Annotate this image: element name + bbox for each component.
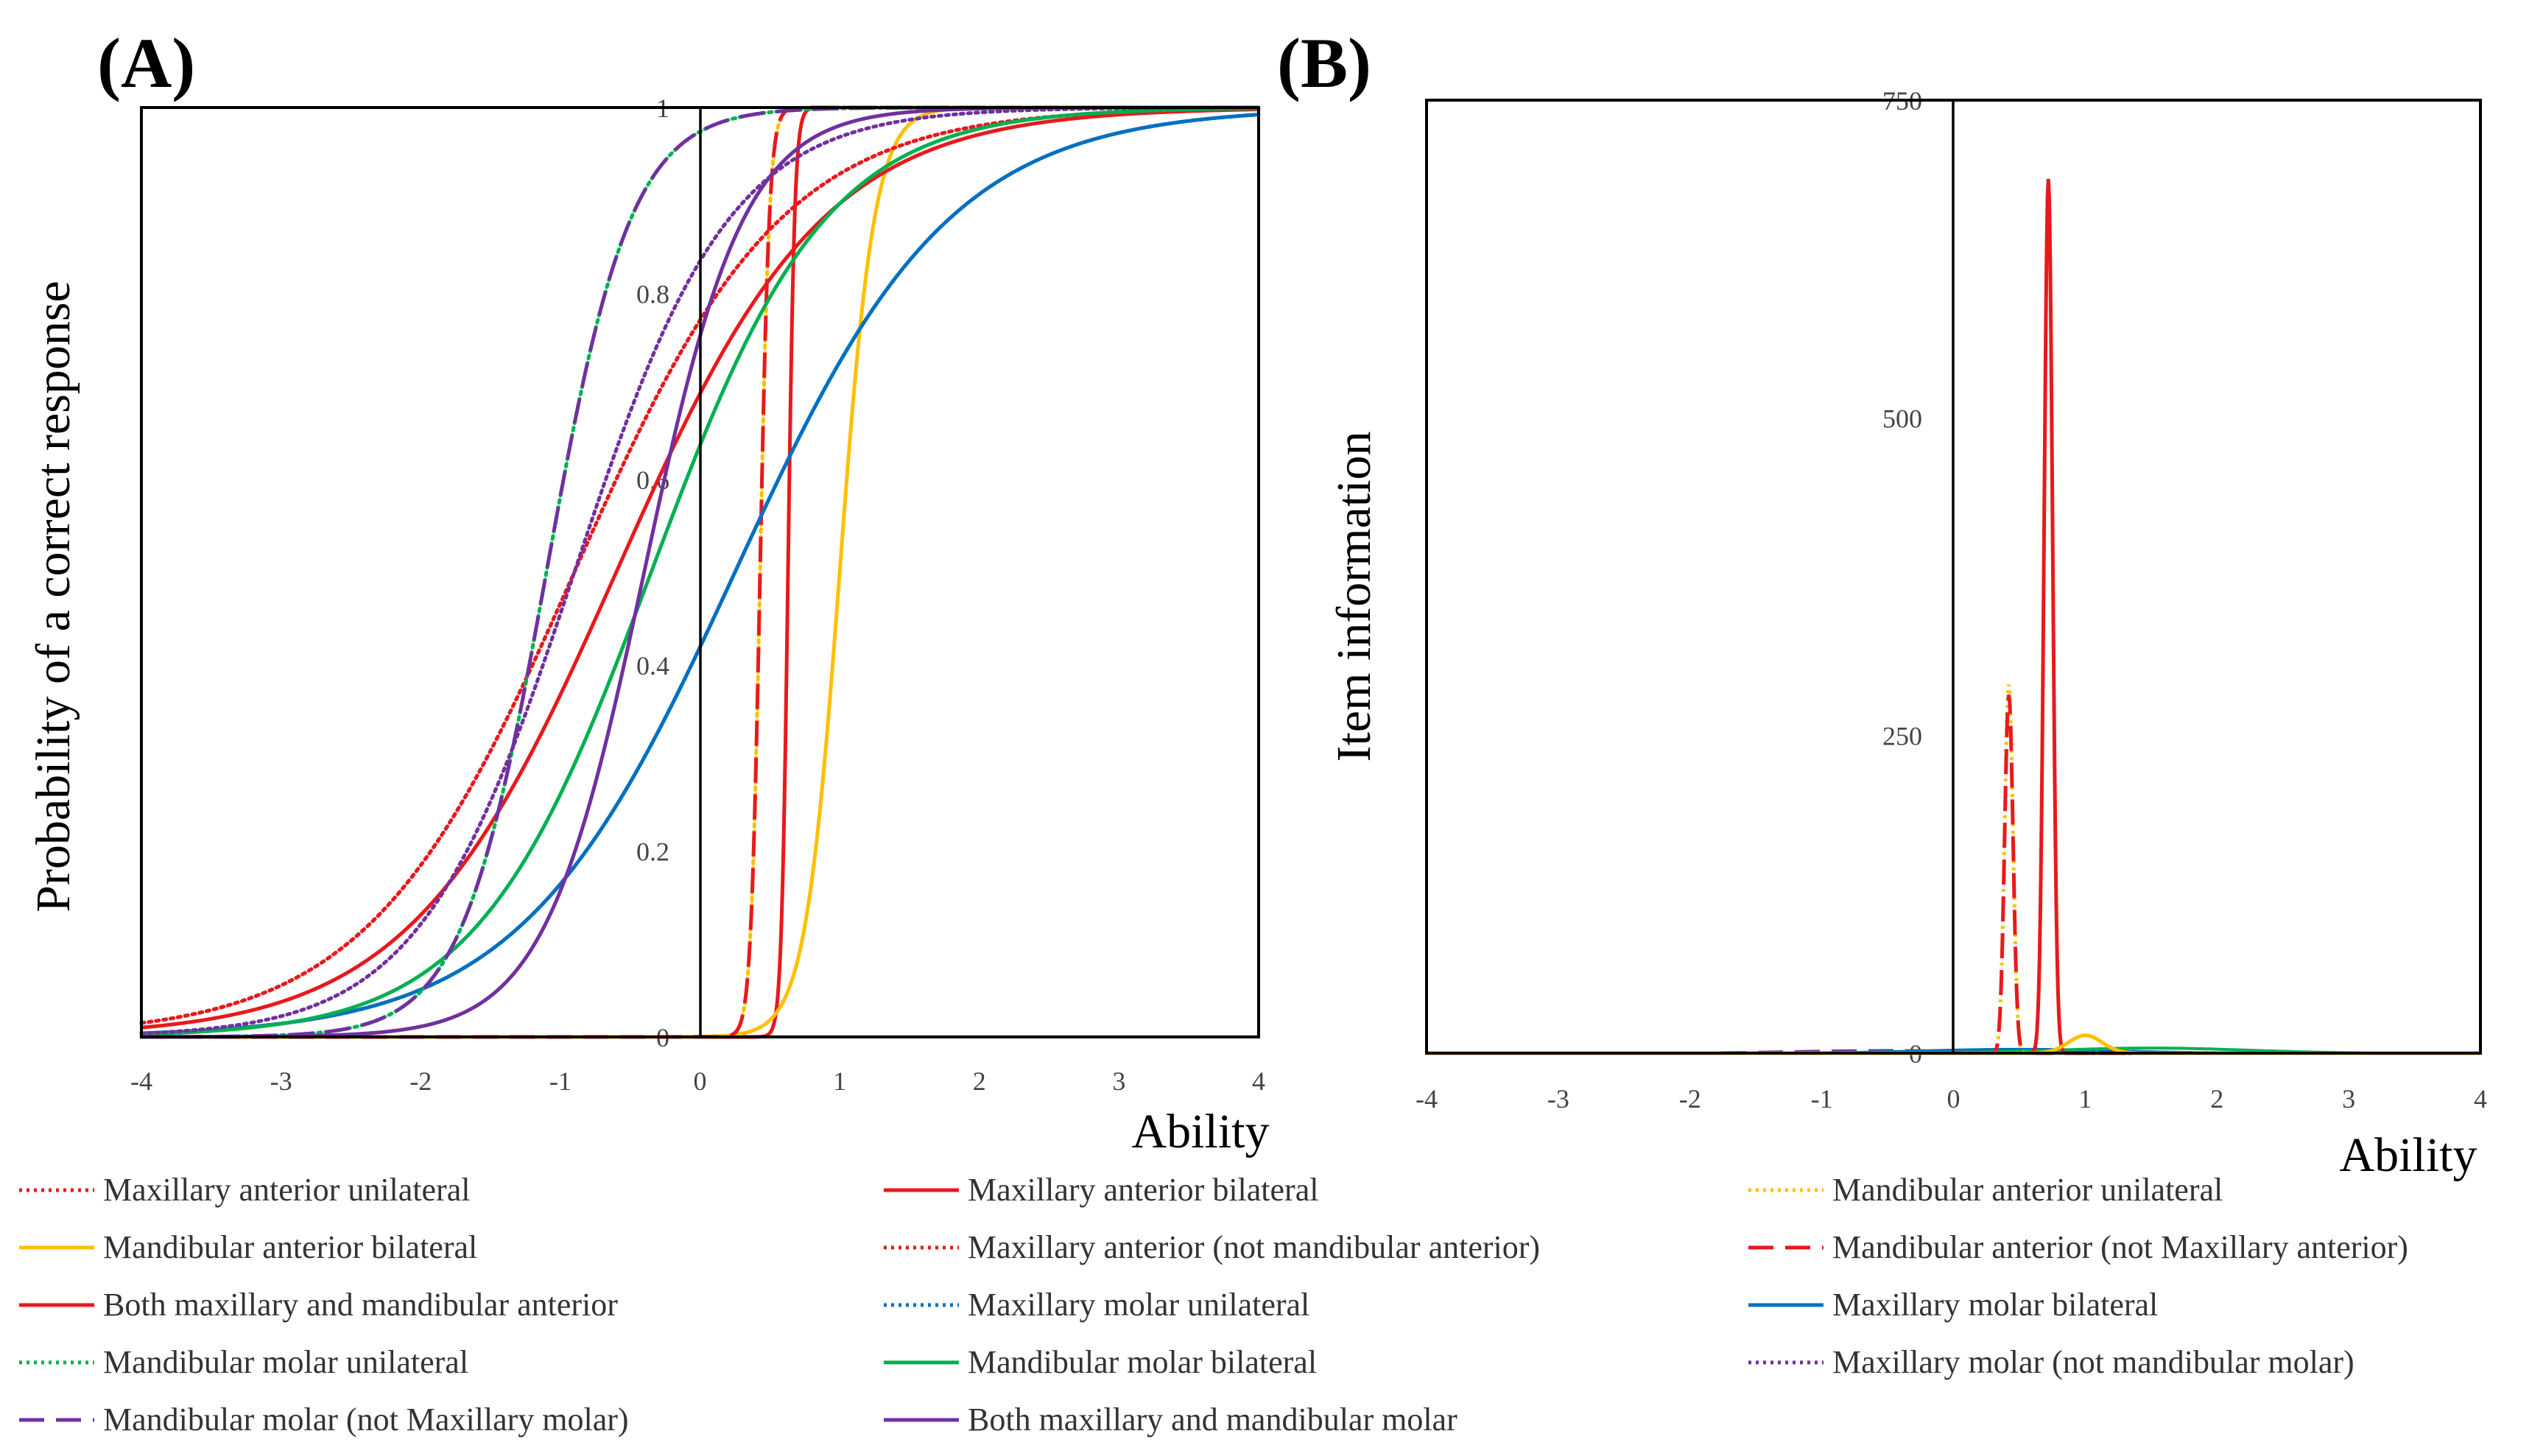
legend: Maxillary anterior unilateral Maxillary a… <box>19 1172 2408 1438</box>
legend-label: Maxillary molar (not mandibular molar) <box>1832 1344 2355 1380</box>
legend-item-mandibular-anterior-bilateral: Mandibular anterior bilateral <box>19 1229 477 1265</box>
panel-label-a: (A) <box>97 24 195 102</box>
x-tick-labels-a: -4 -3 -2 -1 0 1 2 3 4 <box>130 1066 1265 1096</box>
y-tick-label: 500 <box>1882 404 1922 433</box>
legend-label: Maxillary anterior unilateral <box>103 1172 470 1208</box>
x-tick-labels-b: -4 -3 -2 -1 0 1 2 3 4 <box>1416 1084 2487 1114</box>
legend-label: Both maxillary and mandibular anterior <box>103 1287 618 1323</box>
legend-label: Mandibular anterior unilateral <box>1832 1172 2223 1208</box>
x-tick-label: -4 <box>1416 1084 1438 1114</box>
legend-label: Maxillary molar bilateral <box>1832 1287 2158 1323</box>
x-tick-label: -3 <box>1547 1084 1569 1114</box>
y-tick-label: 0.8 <box>636 279 669 309</box>
x-tick-label: -2 <box>409 1066 432 1096</box>
legend-item-both-maxillary-and-mandibular-anterior: Both maxillary and mandibular anterior <box>19 1287 618 1323</box>
x-axis-title-a: Ability <box>1131 1105 1269 1158</box>
legend-item-mandibular-anterior-not-maxillary-anterior: Mandibular anterior (not Maxillary anter… <box>1748 1229 2408 1265</box>
legend-label: Mandibular anterior bilateral <box>103 1229 477 1265</box>
x-tick-label: -1 <box>1811 1084 1833 1114</box>
x-tick-label: 2 <box>973 1066 986 1096</box>
legend-label: Maxillary anterior (not mandibular anter… <box>968 1229 1540 1265</box>
panel-b: (B) Item information Ability -4 -3 -2 -1 0 1 2… <box>1277 24 2487 1182</box>
x-tick-label: 3 <box>1112 1066 1125 1096</box>
x-tick-label: -2 <box>1679 1084 1701 1114</box>
x-tick-label: 0 <box>1947 1084 1960 1114</box>
legend-item-mandibular-molar-bilateral: Mandibular molar bilateral <box>884 1344 1317 1380</box>
panel-label-b: (B) <box>1277 24 1371 102</box>
legend-item-both-maxillary-and-mandibular-molar: Both maxillary and mandibular molar <box>884 1402 1457 1438</box>
legend-label: Mandibular molar unilateral <box>103 1344 468 1380</box>
x-tick-label: 4 <box>2474 1084 2487 1114</box>
legend-item-maxillary-anterior-not-mandibular-anterior: Maxillary anterior (not mandibular anter… <box>884 1229 1540 1265</box>
y-axis-title-a: Probability of a correct response <box>27 281 80 912</box>
panel-a: (A) Probability of a correct response Ab… <box>27 24 1270 1158</box>
legend-item-maxillary-anterior-bilateral: Maxillary anterior bilateral <box>884 1172 1318 1208</box>
y-tick-label: 250 <box>1882 722 1922 751</box>
x-tick-label: -3 <box>270 1066 292 1096</box>
y-tick-label: 0.2 <box>636 837 669 867</box>
legend-label: Both maxillary and mandibular molar <box>968 1402 1457 1438</box>
legend-item-maxillary-molar-bilateral: Maxillary molar bilateral <box>1748 1287 2158 1323</box>
x-tick-label: 4 <box>1252 1066 1265 1096</box>
legend-label: Mandibular molar bilateral <box>968 1344 1317 1380</box>
legend-label: Mandibular molar (not Maxillary molar) <box>103 1402 629 1438</box>
y-tick-labels-a: 00.20.40.60.81 <box>636 94 669 1052</box>
y-tick-label: 0.4 <box>636 651 669 680</box>
legend-item-mandibular-molar-not-maxillary-molar: Mandibular molar (not Maxillary molar) <box>19 1402 629 1438</box>
legend-item-maxillary-anterior-unilateral: Maxillary anterior unilateral <box>19 1172 470 1208</box>
legend-label: Mandibular anterior (not Maxillary anter… <box>1832 1229 2408 1265</box>
x-tick-label: 3 <box>2342 1084 2355 1114</box>
legend-label: Maxillary anterior bilateral <box>968 1172 1318 1208</box>
x-tick-label: 1 <box>833 1066 846 1096</box>
legend-item-mandibular-molar-unilateral: Mandibular molar unilateral <box>19 1344 468 1380</box>
x-tick-label: 1 <box>2078 1084 2092 1114</box>
legend-item-mandibular-anterior-unilateral: Mandibular anterior unilateral <box>1748 1172 2223 1208</box>
x-tick-label: -4 <box>130 1066 152 1096</box>
x-tick-label: -1 <box>549 1066 572 1096</box>
legend-item-maxillary-molar-unilateral: Maxillary molar unilateral <box>884 1287 1309 1323</box>
x-tick-label: 0 <box>694 1066 707 1096</box>
legend-item-maxillary-molar-not-mandibular-molar: Maxillary molar (not mandibular molar) <box>1748 1344 2355 1380</box>
legend-label: Maxillary molar unilateral <box>968 1287 1309 1323</box>
y-axis-title-b: Item information <box>1327 431 1381 762</box>
x-tick-label: 2 <box>2210 1084 2223 1114</box>
x-axis-title-b: Ability <box>2339 1128 2477 1182</box>
